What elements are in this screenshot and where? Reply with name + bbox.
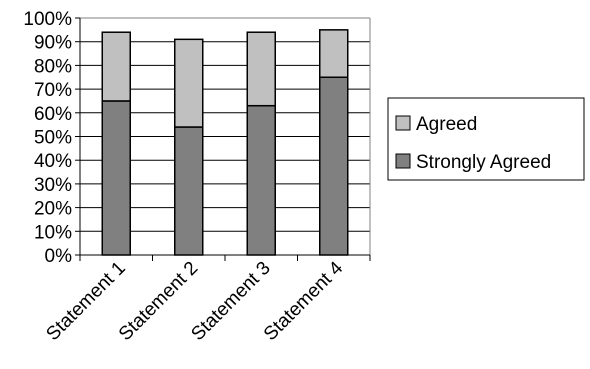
legend-swatch-strongly-agreed: [395, 153, 411, 169]
y-tick-label: 0%: [45, 246, 73, 267]
y-tick-label: 70%: [34, 80, 72, 101]
bars: [101, 29, 349, 256]
y-tick-label: 30%: [34, 175, 72, 196]
y-tick-label: 60%: [34, 104, 72, 125]
legend-swatch-agreed: [395, 115, 411, 131]
legend-label-strongly-agreed: Strongly Agreed: [416, 152, 551, 173]
bar-segment-agreed-4: [319, 29, 349, 79]
y-tick-label: 100%: [23, 9, 72, 30]
x-tick-label: Statement 4: [260, 257, 348, 345]
bar-segment-strongly-agreed-4: [319, 76, 349, 256]
legend: Agreed Strongly Agreed: [387, 97, 585, 181]
bar-segment-strongly-agreed-2: [174, 126, 204, 256]
bar-segment-agreed-1: [101, 31, 131, 102]
axes: [75, 17, 371, 261]
y-tick-label: 10%: [34, 222, 72, 243]
bar-segment-strongly-agreed-1: [101, 100, 131, 256]
legend-box: [387, 97, 585, 181]
y-tick-label: 90%: [34, 33, 72, 54]
y-tick-label: 40%: [34, 151, 72, 172]
y-axis-tick-labels: 0% 10%20% 30% 40%50% 60% 70% 80%90% 100%: [23, 9, 72, 267]
y-tick-label: 50%: [34, 128, 72, 149]
bar-segment-strongly-agreed-3: [246, 104, 276, 256]
y-tick-label: 20%: [34, 199, 72, 220]
y-tick-label: 80%: [34, 56, 72, 77]
bar-segment-agreed-2: [174, 38, 204, 128]
bar-segment-agreed-3: [246, 31, 276, 107]
legend-label-agreed: Agreed: [416, 114, 477, 135]
